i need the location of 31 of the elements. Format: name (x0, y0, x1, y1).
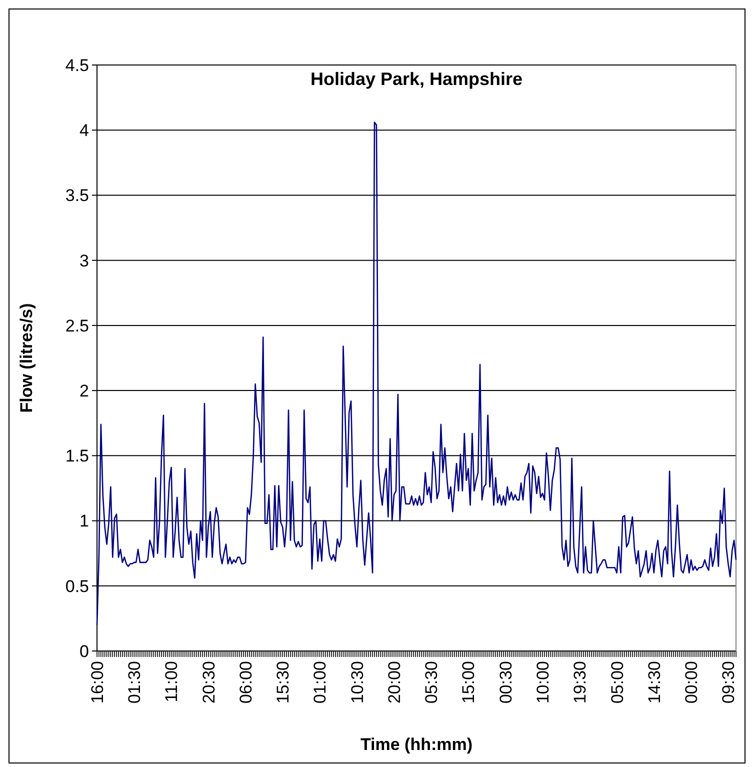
x-tick-label: 06:00 (236, 661, 256, 704)
y-tick-label: 0.5 (65, 576, 89, 596)
x-tick-label: 00:30 (496, 661, 516, 704)
x-tick-label: 10:30 (348, 661, 367, 704)
x-tick-label: 16:00 (88, 661, 107, 704)
x-tick-label: 10:00 (533, 661, 552, 704)
y-tick-label: 2.5 (65, 316, 89, 336)
chart-title: Holiday Park, Hampshire (310, 69, 523, 89)
y-tick-label: 3 (80, 251, 89, 270)
x-tick-label: 05:00 (608, 661, 627, 704)
x-tick-label: 09:30 (719, 661, 738, 704)
x-tick-label: 01:00 (310, 661, 330, 704)
x-axis-title: Time (hh:mm) (360, 735, 473, 754)
y-tick-label: 4.5 (65, 56, 89, 75)
x-tick-label: 15:30 (274, 661, 293, 704)
y-axis-title: Flow (litres/s) (17, 303, 36, 413)
x-tick-label: 11:00 (162, 661, 182, 702)
x-tick-label: 14:30 (644, 661, 664, 704)
y-tick-label: 0 (80, 642, 89, 661)
x-tick-label: 20:30 (199, 661, 218, 704)
y-tick-label: 3.5 (65, 186, 89, 206)
x-tick-label: 20:00 (384, 661, 404, 704)
y-tick-label: 1 (80, 512, 89, 531)
y-tick-label: 2 (80, 382, 89, 401)
x-tick-label: 00:00 (682, 661, 702, 704)
x-tick-label: 15:00 (459, 661, 478, 704)
x-tick-label: 05:30 (422, 661, 442, 704)
x-tick-label: 19:30 (570, 661, 590, 704)
y-tick-label: 1.5 (65, 446, 89, 466)
x-tick-label: 01:30 (125, 661, 144, 704)
y-tick-label: 4 (80, 121, 89, 140)
